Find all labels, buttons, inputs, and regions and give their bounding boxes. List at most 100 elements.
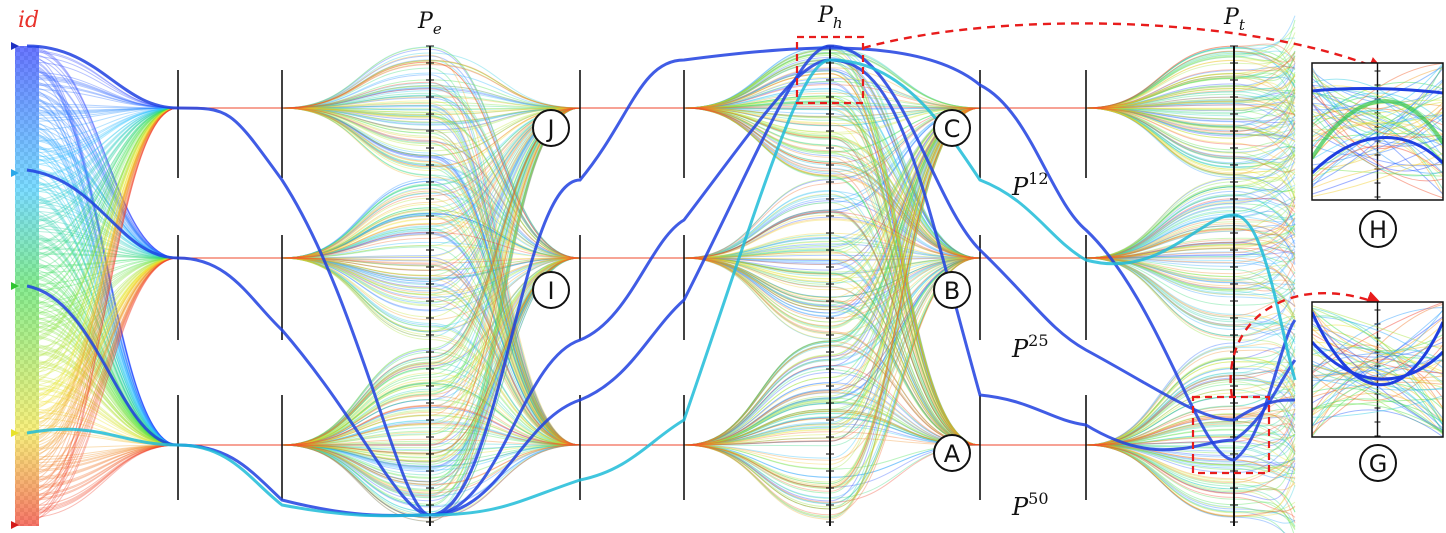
polyline xyxy=(26,107,1296,485)
polyline xyxy=(26,107,1296,530)
polyline xyxy=(26,55,1296,332)
highlight-box-ph xyxy=(795,35,865,105)
polyline xyxy=(26,257,1296,510)
inset-polyline xyxy=(1312,89,1443,147)
polyline xyxy=(26,242,1296,455)
inset-polyline xyxy=(1312,109,1443,157)
inset-polyline xyxy=(1312,80,1443,125)
inset-polyline xyxy=(1312,66,1443,177)
percentile-label-12: P12 xyxy=(1011,169,1049,201)
inset-polyline xyxy=(1312,345,1443,396)
polyline xyxy=(26,167,1296,507)
inset-polyline xyxy=(1312,75,1443,143)
inset-polyline xyxy=(1312,329,1443,408)
inset-polyline xyxy=(1312,302,1443,374)
polyline xyxy=(26,369,1296,514)
inset-polyline xyxy=(1312,392,1443,422)
polyline xyxy=(26,257,1296,446)
polyline xyxy=(26,57,1296,259)
inset-polyline xyxy=(1312,152,1443,198)
inset-polyline xyxy=(1312,163,1443,189)
polyline xyxy=(26,107,1296,259)
inset-polyline xyxy=(1312,121,1443,138)
polyline xyxy=(26,32,1296,446)
polyline xyxy=(26,96,1296,446)
polyline xyxy=(26,88,1296,446)
polyline xyxy=(26,107,1296,446)
svg-text:B: B xyxy=(944,277,960,305)
inset-polyline xyxy=(1312,307,1443,426)
polyline xyxy=(26,209,1296,417)
id-marker-yellow-icon xyxy=(11,429,19,437)
inset-polyline xyxy=(1312,366,1443,419)
polyline xyxy=(26,90,1296,459)
polyline xyxy=(26,97,1296,461)
polyline xyxy=(26,53,1296,299)
ph-axis-label: Ph xyxy=(817,3,842,32)
inset-polyline xyxy=(1312,358,1443,402)
polyline xyxy=(26,73,1296,473)
inset-polyline xyxy=(1312,67,1443,160)
polyline xyxy=(26,86,1296,487)
polyline xyxy=(26,107,1296,452)
polyline xyxy=(26,76,1296,473)
polyline xyxy=(26,93,1296,478)
inset-polyline xyxy=(1312,67,1443,186)
polyline xyxy=(26,82,1296,457)
polyline xyxy=(26,15,1296,279)
polyline xyxy=(26,107,1296,458)
polyline xyxy=(26,74,1296,474)
polyline xyxy=(26,86,1296,446)
polyline xyxy=(26,41,1296,462)
polyline xyxy=(26,56,1296,311)
inset-polyline xyxy=(1312,409,1443,437)
polyline xyxy=(26,107,1296,479)
inset-polyline xyxy=(1312,307,1443,385)
marker-a: A xyxy=(933,434,971,472)
polyline xyxy=(26,88,1296,485)
inset-polyline xyxy=(1312,117,1443,156)
polyline xyxy=(26,257,1296,446)
polyline xyxy=(26,219,1296,414)
polyline xyxy=(26,102,1296,473)
inset-polyline xyxy=(1312,167,1443,177)
polyline xyxy=(26,107,1296,471)
id-marker-cyan-icon xyxy=(11,169,19,177)
polyline xyxy=(26,55,1296,447)
polyline xyxy=(26,257,1296,492)
polyline xyxy=(26,51,1296,179)
annotation-arrow-to-g xyxy=(1229,291,1384,398)
polyline xyxy=(26,59,1296,482)
inset-polyline xyxy=(1312,377,1443,391)
highlighted-polyline xyxy=(26,44,1297,517)
polyline xyxy=(26,98,1296,446)
inset-polyline xyxy=(1312,316,1443,404)
polyline xyxy=(26,52,1296,393)
polyline xyxy=(26,107,1296,446)
polyline xyxy=(26,96,1286,533)
polyline xyxy=(26,107,1295,533)
polyline xyxy=(26,107,1296,290)
polyline xyxy=(26,95,1296,489)
polyline xyxy=(26,107,1296,446)
polyline xyxy=(26,257,1296,446)
polyline xyxy=(26,75,1296,446)
polyline xyxy=(26,79,1296,290)
polyline xyxy=(26,218,1296,449)
polyline xyxy=(26,240,1296,446)
id-axis-label: id xyxy=(18,8,39,33)
polyline xyxy=(26,107,1296,446)
inset-polyline xyxy=(1312,64,1443,134)
inset-polyline xyxy=(1312,307,1443,380)
inset-polyline xyxy=(1312,63,1443,113)
inset-polyline xyxy=(1312,78,1443,195)
polyline xyxy=(26,257,1296,456)
inset-polyline xyxy=(1312,92,1443,123)
polyline xyxy=(26,44,1296,328)
inset-polyline xyxy=(1312,325,1443,352)
inset-polyline xyxy=(1312,124,1443,196)
inset-polyline xyxy=(1312,110,1443,125)
inset-polyline xyxy=(1312,91,1443,155)
polyline xyxy=(26,52,1296,517)
polyline xyxy=(26,107,1285,533)
